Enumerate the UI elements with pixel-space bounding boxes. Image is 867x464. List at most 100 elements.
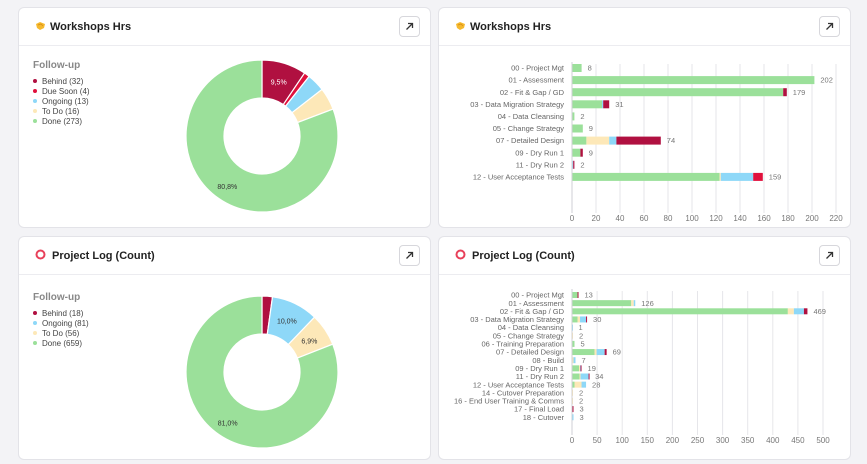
bar-segment-to-do[interactable]	[579, 373, 581, 380]
workshops-hrs-bar-card: Workshops Hrs 0 20 40 60 80 100 120 140 160 180 20…	[438, 7, 851, 228]
bar-total-label: 34	[595, 372, 603, 381]
bar-segment-done[interactable]	[572, 373, 580, 380]
legend-item-behind[interactable]: Behind (18)	[33, 308, 89, 318]
card-header: Workshops Hrs	[439, 8, 850, 46]
legend-label: Done (659)	[42, 338, 83, 348]
bar-segment-done[interactable]	[572, 76, 815, 85]
bar-segment-done[interactable]	[572, 88, 784, 97]
legend-item-due-soon[interactable]: Due Soon (4)	[33, 86, 90, 96]
x-tick-label: 140	[733, 214, 747, 223]
bar-segment-ongoing[interactable]	[596, 349, 605, 356]
ring-icon	[455, 247, 466, 265]
bar-segment-to-do[interactable]	[572, 397, 574, 404]
bar-total-label: 69	[613, 348, 621, 357]
bar-segment-done[interactable]	[572, 64, 582, 72]
y-category-label: 18 - Cutover	[523, 413, 565, 422]
bar-segment-done[interactable]	[572, 136, 587, 145]
bar-segment-ongoing[interactable]	[602, 100, 604, 109]
donut-slice-done[interactable]	[185, 59, 339, 213]
bar-segment-ongoing[interactable]	[580, 373, 589, 380]
x-tick-label: 0	[570, 436, 575, 445]
bar-segment-behind[interactable]	[604, 349, 607, 356]
bar-segment-done[interactable]	[572, 349, 595, 356]
bar-segment-to-do[interactable]	[572, 332, 574, 339]
legend-title: Follow-up	[33, 292, 81, 303]
bar-segment-ongoing[interactable]	[633, 300, 636, 307]
bar-segment-behind[interactable]	[783, 88, 787, 97]
expand-button[interactable]	[399, 16, 420, 37]
bar-segment-behind[interactable]	[603, 100, 610, 109]
bar-segment-to-do[interactable]	[719, 172, 721, 181]
bar-segment-ongoing[interactable]	[573, 357, 576, 364]
legend-item-to-do[interactable]: To Do (16)	[33, 106, 90, 116]
legend-item-done[interactable]: Done (659)	[33, 338, 89, 348]
bar-segment-behind[interactable]	[580, 365, 582, 372]
bar-segment-behind[interactable]	[616, 136, 661, 145]
expand-button[interactable]	[399, 245, 420, 266]
bar-segment-ongoing[interactable]	[581, 381, 587, 388]
bar-segment-to-do[interactable]	[594, 349, 597, 356]
bar-segment-done[interactable]	[572, 148, 581, 157]
x-tick-label: 200	[805, 214, 819, 223]
bar-segment-ongoing[interactable]	[720, 172, 754, 181]
bar-segment-done[interactable]	[572, 316, 578, 323]
bar-segment-done[interactable]	[572, 308, 788, 315]
x-tick-label: 500	[816, 436, 830, 445]
bar-segment-done[interactable]	[572, 112, 575, 121]
bar-segment-to-do[interactable]	[572, 357, 574, 364]
legend-item-to-do[interactable]: To Do (56)	[33, 328, 89, 338]
bar-segment-done[interactable]	[572, 172, 720, 181]
donut-chart: 10,0% 6,9% 81,0%	[185, 295, 339, 449]
bar-segment-to-do[interactable]	[574, 381, 582, 388]
bar-segment-to-do[interactable]	[787, 308, 794, 315]
donut-slice-label: 6,9%	[301, 338, 317, 345]
bar-segment-done[interactable]	[572, 292, 578, 298]
bar-segment-done[interactable]	[572, 340, 575, 347]
bar-segment-to-do[interactable]	[577, 316, 581, 323]
bar-total-label: 2	[580, 160, 584, 169]
legend-label: Behind (32)	[42, 76, 84, 86]
bar-segment-done[interactable]	[572, 100, 602, 109]
card-header: Workshops Hrs	[19, 8, 430, 46]
legend-item-behind[interactable]: Behind (32)	[33, 76, 90, 86]
bar-segment-done[interactable]	[572, 381, 575, 388]
bar-segment-done[interactable]	[572, 365, 580, 372]
expand-button[interactable]	[819, 16, 840, 37]
bar-segment-to-do[interactable]	[572, 389, 574, 396]
legend-item-done[interactable]: Done (273)	[33, 116, 90, 126]
donut-slice-label: 9,5%	[271, 80, 287, 87]
y-category-label: 05 - Change Strategy	[493, 331, 565, 340]
bar-total-label: 1	[579, 323, 583, 332]
expand-button[interactable]	[819, 245, 840, 266]
bar-total-label: 179	[793, 88, 806, 97]
y-category-label: 09 - Dry Run 1	[515, 148, 564, 157]
bar-segment-to-do[interactable]	[586, 136, 610, 145]
bar-segment-ongoing[interactable]	[609, 136, 617, 145]
bar-segment-to-do[interactable]	[579, 365, 581, 372]
bar-segment-behind[interactable]	[572, 406, 574, 413]
bar-segment-behind[interactable]	[573, 160, 575, 169]
bar-segment-ongoing[interactable]	[580, 316, 587, 323]
bar-segment-to-do[interactable]	[631, 300, 634, 307]
bar-segment-done[interactable]	[572, 124, 583, 133]
bar-segment-behind[interactable]	[803, 308, 808, 315]
bar-segment-ongoing[interactable]	[793, 308, 804, 315]
donut-slice-label: 80,8%	[217, 184, 237, 191]
bar-segment-behind[interactable]	[588, 373, 590, 380]
legend-item-ongoing[interactable]: Ongoing (81)	[33, 318, 89, 328]
donut-slice-done[interactable]	[185, 295, 339, 449]
card-title: Project Log (Count)	[52, 249, 155, 262]
legend-item-ongoing[interactable]: Ongoing (13)	[33, 96, 90, 106]
legend-dot	[33, 99, 37, 103]
x-tick-label: 80	[664, 214, 673, 223]
bar-segment-done[interactable]	[572, 300, 632, 307]
bar-segment-behind[interactable]	[580, 148, 583, 157]
x-tick-label: 100	[685, 214, 699, 223]
bar-segment-due-soon[interactable]	[753, 172, 763, 181]
bar-segment-ongoing[interactable]	[580, 365, 582, 372]
bar-total-label: 3	[580, 405, 584, 414]
bar-segment-ongoing[interactable]	[572, 160, 574, 169]
bar-segment-ongoing[interactable]	[572, 414, 574, 421]
bar-segment-behind[interactable]	[586, 316, 588, 323]
bar-segment-behind[interactable]	[577, 292, 579, 298]
